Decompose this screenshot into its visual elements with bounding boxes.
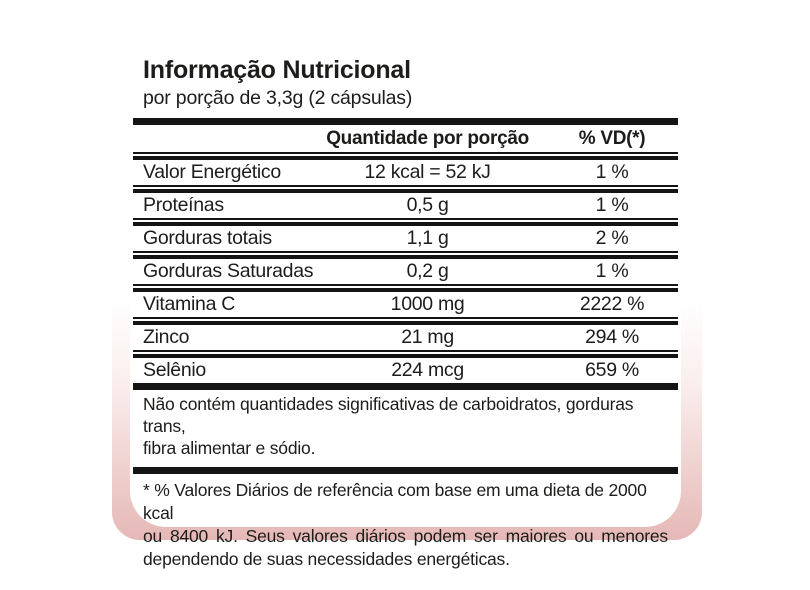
table-row-total-fat: Gorduras totais 1,1 g 2 % xyxy=(133,226,678,251)
nutrient-name: Gorduras Saturadas xyxy=(143,260,314,282)
nutrient-name: Proteínas xyxy=(143,194,224,216)
header-quantity: Quantidade por porção xyxy=(326,127,529,149)
divider-above-note xyxy=(133,383,678,390)
nutrition-label-card: Informação Nutricional por porção de 3,3… xyxy=(130,0,681,569)
table-row-zinc: Zinco 21 mg 294 % xyxy=(133,325,678,350)
note-line: Não contém quantidades significativas de… xyxy=(143,394,634,436)
nutrient-name: Gorduras totais xyxy=(143,227,272,249)
header-divider xyxy=(133,152,678,160)
nutrient-quantity: 12 kcal = 52 kJ xyxy=(364,161,491,183)
row-divider xyxy=(133,350,678,358)
nutrient-quantity: 224 mcg xyxy=(391,359,464,381)
nutrient-quantity: 0,2 g xyxy=(406,260,449,282)
nutrient-quantity: 1,1 g xyxy=(406,227,449,249)
table-row-energy: Valor Energético 12 kcal = 52 kJ 1 % xyxy=(133,160,678,185)
row-divider xyxy=(133,284,678,292)
nutrient-dv: 659 % xyxy=(585,359,639,381)
table-row-vitamin-c: Vitamina C 1000 mg 2222 % xyxy=(133,292,678,317)
row-divider xyxy=(133,218,678,226)
footnote-line: dependendo de suas necessidades energéti… xyxy=(143,549,510,569)
nutrient-name: Zinco xyxy=(143,326,190,348)
table-row-protein: Proteínas 0,5 g 1 % xyxy=(133,193,678,218)
label-title: Informação Nutricional xyxy=(143,56,411,84)
label-subtitle: por porção de 3,3g (2 cápsulas) xyxy=(143,87,413,109)
nutrient-dv: 1 % xyxy=(595,161,629,183)
nutrient-name: Selênio xyxy=(143,359,206,381)
daily-values-footnote: * % Valores Diários de referência com ba… xyxy=(143,479,668,571)
table-row-selenium: Selênio 224 mcg 659 % xyxy=(133,358,678,383)
nutrient-dv: 1 % xyxy=(595,194,629,216)
nutrient-quantity: 0,5 g xyxy=(406,194,449,216)
nutrient-dv: 2222 % xyxy=(579,293,645,315)
nutrient-quantity: 21 mg xyxy=(401,326,454,348)
nutrient-name: Vitamina C xyxy=(143,293,236,315)
nutrient-dv: 294 % xyxy=(585,326,639,348)
table-row-saturated-fat: Gorduras Saturadas 0,2 g 1 % xyxy=(133,259,678,284)
footnote-line: ou 8400 kJ. Seus valores diários podem s… xyxy=(143,526,668,546)
nutrient-dv: 1 % xyxy=(595,260,629,282)
no-significant-amounts-note: Não contém quantidades significativas de… xyxy=(143,393,670,459)
note-line: fibra alimentar e sódio. xyxy=(143,438,316,458)
row-divider xyxy=(133,185,678,193)
row-divider xyxy=(133,251,678,259)
footnote-line: * % Valores Diários de referência com ba… xyxy=(143,480,647,523)
divider-top xyxy=(133,118,678,125)
nutrient-dv: 2 % xyxy=(595,227,629,249)
nutrient-name: Valor Energético xyxy=(143,161,281,183)
row-divider xyxy=(133,317,678,325)
header-dv: % VD(*) xyxy=(578,127,646,149)
divider-above-footnote xyxy=(133,467,678,474)
table-header-row: Quantidade por porção % VD(*) xyxy=(133,125,678,152)
nutrient-quantity: 1000 mg xyxy=(390,293,465,315)
